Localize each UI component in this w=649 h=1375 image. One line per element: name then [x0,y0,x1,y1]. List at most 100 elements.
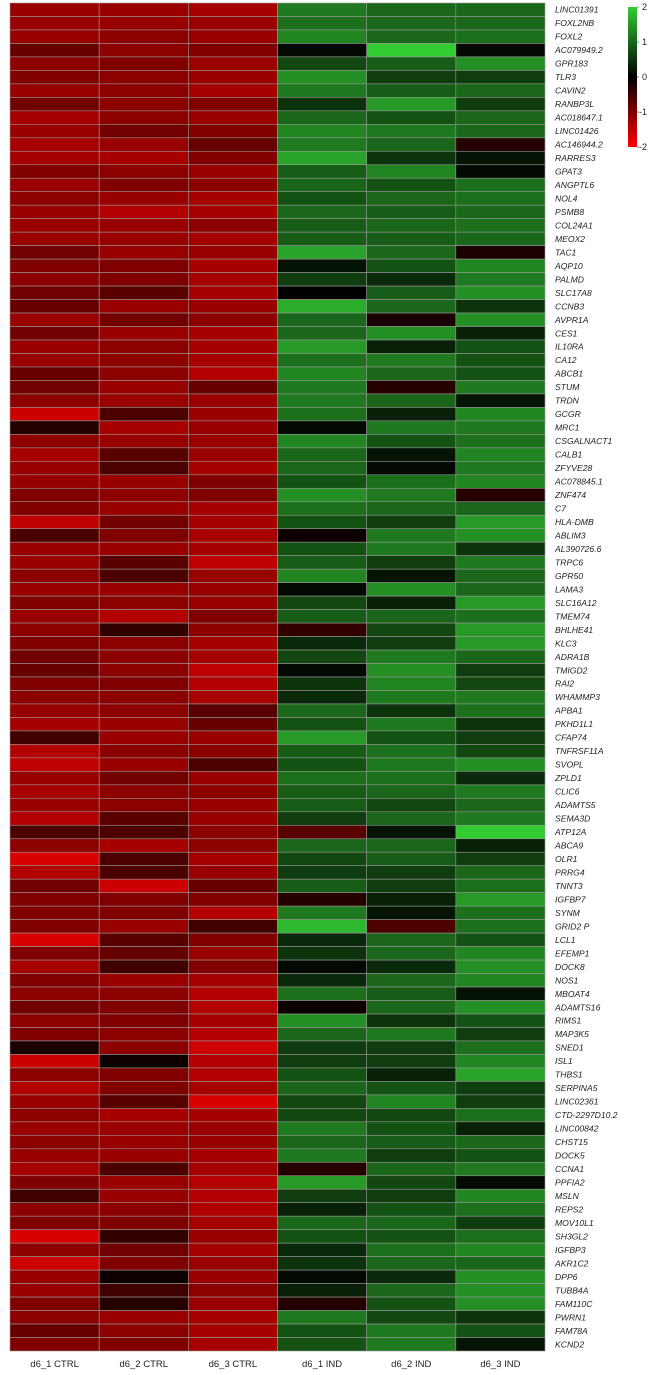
heatmap-cell [277,1283,367,1298]
row-label: NOL4 [555,193,578,203]
heatmap-cell [98,838,189,853]
heatmap-cell [277,730,367,745]
row-label: THBS1 [555,1070,583,1080]
row-label: ABCB1 [554,369,583,379]
heatmap-cell [277,299,367,314]
heatmap-cell [188,541,278,556]
heatmap-cell [188,420,278,435]
heatmap-cell [277,1229,367,1244]
row-label: EFEMP1 [555,948,590,958]
heatmap-cell [366,1054,457,1069]
heatmap-cell [366,649,457,664]
heatmap-cell [98,393,189,408]
heatmap-cell [366,56,457,71]
heatmap-cell [98,865,189,880]
heatmap-cell [188,461,278,476]
row-label: AVPR1A [554,315,589,325]
heatmap-cell [277,1040,367,1055]
heatmap-cell [188,1054,278,1069]
heatmap-cell [98,636,189,651]
heatmap-cell [188,501,278,516]
row-label: PPFIA2 [555,1178,585,1188]
heatmap-cell [98,717,189,732]
heatmap-cell [98,528,189,543]
heatmap-cell [188,2,278,17]
heatmap-cell [9,1054,100,1069]
heatmap-cell [277,851,367,867]
heatmap-cell [455,717,546,732]
heatmap-cell [277,407,367,422]
heatmap-cell [366,312,457,327]
heatmap-cell [188,137,278,152]
heatmap-cell [188,1215,278,1230]
heatmap-cell [366,366,457,381]
heatmap-cell [277,312,367,327]
heatmap-cell [366,1175,457,1190]
heatmap-cell [455,1323,546,1338]
heatmap-cell [9,1310,100,1325]
row-label: HLA-DMB [555,517,594,527]
row-label: DOCK5 [555,1151,585,1161]
row-label: FAM78A [555,1326,588,1336]
heatmap-cell [277,501,367,516]
heatmap-cell [277,191,367,206]
heatmap-cell [98,892,189,907]
heatmap-cell [188,177,278,193]
heatmap-cell [366,1081,457,1096]
heatmap-cell [366,1188,457,1204]
heatmap-cell [98,83,189,98]
heatmap-cell [98,932,189,947]
heatmap-cell [188,744,278,759]
heatmap-cell [9,1108,100,1123]
heatmap-cell [455,124,546,139]
legend-tick-label: 1 [642,37,647,47]
heatmap-cell [98,555,189,570]
heatmap-cell [277,514,367,530]
heatmap-cell [9,1121,100,1136]
heatmap-cell [277,97,367,112]
row-label: TRPC6 [555,557,583,567]
row-label: PSMB8 [555,207,584,217]
heatmap-cell [188,124,278,139]
heatmap-cell [366,663,457,678]
heatmap-cell [366,218,457,233]
heatmap-cell [366,528,457,543]
heatmap-cell [366,124,457,139]
row-label: SLC16A12 [555,598,597,608]
heatmap-cell [9,555,100,570]
heatmap-cell [277,83,367,98]
heatmap-cell [455,1081,546,1096]
heatmap-cell [455,353,546,368]
heatmap-cell [366,986,457,1001]
heatmap-cell [9,798,100,813]
heatmap-cell [277,420,367,435]
heatmap-cell [9,1323,100,1338]
row-label: PKHD1L1 [555,719,593,729]
heatmap-cell [9,636,100,651]
row-label: IGFBP3 [555,1245,586,1255]
heatmap-cell [366,514,457,530]
heatmap-cell [9,528,100,543]
heatmap-cell [98,380,189,395]
heatmap-cell [9,339,100,354]
heatmap-cell [188,824,278,840]
heatmap-cell [9,380,100,395]
heatmap-cell [188,1135,278,1150]
heatmap-cell [9,595,100,610]
heatmap-cell [366,824,457,840]
heatmap-cell [9,461,100,476]
heatmap-cell [366,919,457,934]
row-label: TMEM74 [555,611,590,621]
heatmap-cell [366,744,457,759]
heatmap-cell [188,191,278,206]
heatmap-cell [98,204,189,219]
heatmap-cell [98,1337,189,1352]
heatmap-cell [455,878,546,893]
heatmap-cell [9,1040,100,1055]
heatmap-cell [188,730,278,745]
heatmap-cell [455,285,546,300]
heatmap-cell [9,514,100,530]
heatmap-cell [9,1283,100,1298]
heatmap-cell [455,83,546,98]
